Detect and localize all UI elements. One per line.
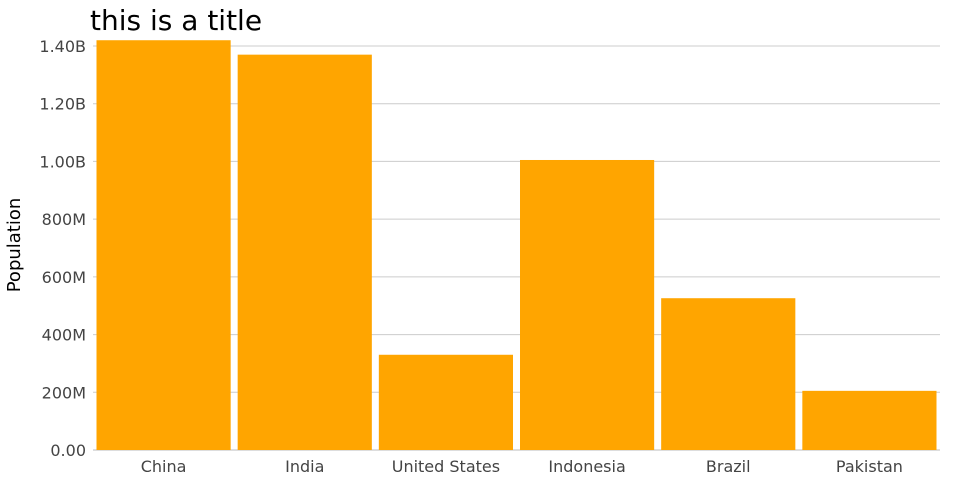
gridlines [93, 45, 940, 451]
bar-indonesia [520, 159, 655, 450]
y-tick-label: 200M [42, 383, 86, 402]
bar-india [237, 54, 372, 451]
y-tick-label: 600M [42, 268, 86, 287]
y-tick-label: 400M [42, 326, 86, 345]
y-tick-label: 1.40B [39, 37, 86, 56]
x-tick-label: Pakistan [836, 457, 903, 476]
chart-title: this is a title [90, 4, 262, 37]
bar-pakistan [802, 390, 937, 450]
y-tick-label: 800M [42, 210, 86, 229]
bars [96, 40, 937, 451]
y-tick-label: 1.00B [39, 152, 86, 171]
y-axis-label: Population [4, 198, 25, 293]
x-tick-label: Indonesia [548, 457, 625, 476]
y-tick-label: 1.20B [39, 95, 86, 114]
x-tick-label: United States [392, 457, 500, 476]
bar-united-states [378, 354, 513, 450]
x-tick-label: Brazil [706, 457, 751, 476]
x-tick-label: India [285, 457, 324, 476]
y-axis-ticks: 0.00 200M 400M 600M 800M 1.00B 1.20B 1.40B [39, 37, 86, 460]
x-tick-label: China [141, 457, 187, 476]
bar-brazil [661, 298, 796, 450]
x-axis-ticks: China India United States Indonesia Brazil Pa… [141, 457, 903, 476]
y-tick-label: 0.00 [50, 441, 86, 460]
bar-china [96, 40, 231, 450]
